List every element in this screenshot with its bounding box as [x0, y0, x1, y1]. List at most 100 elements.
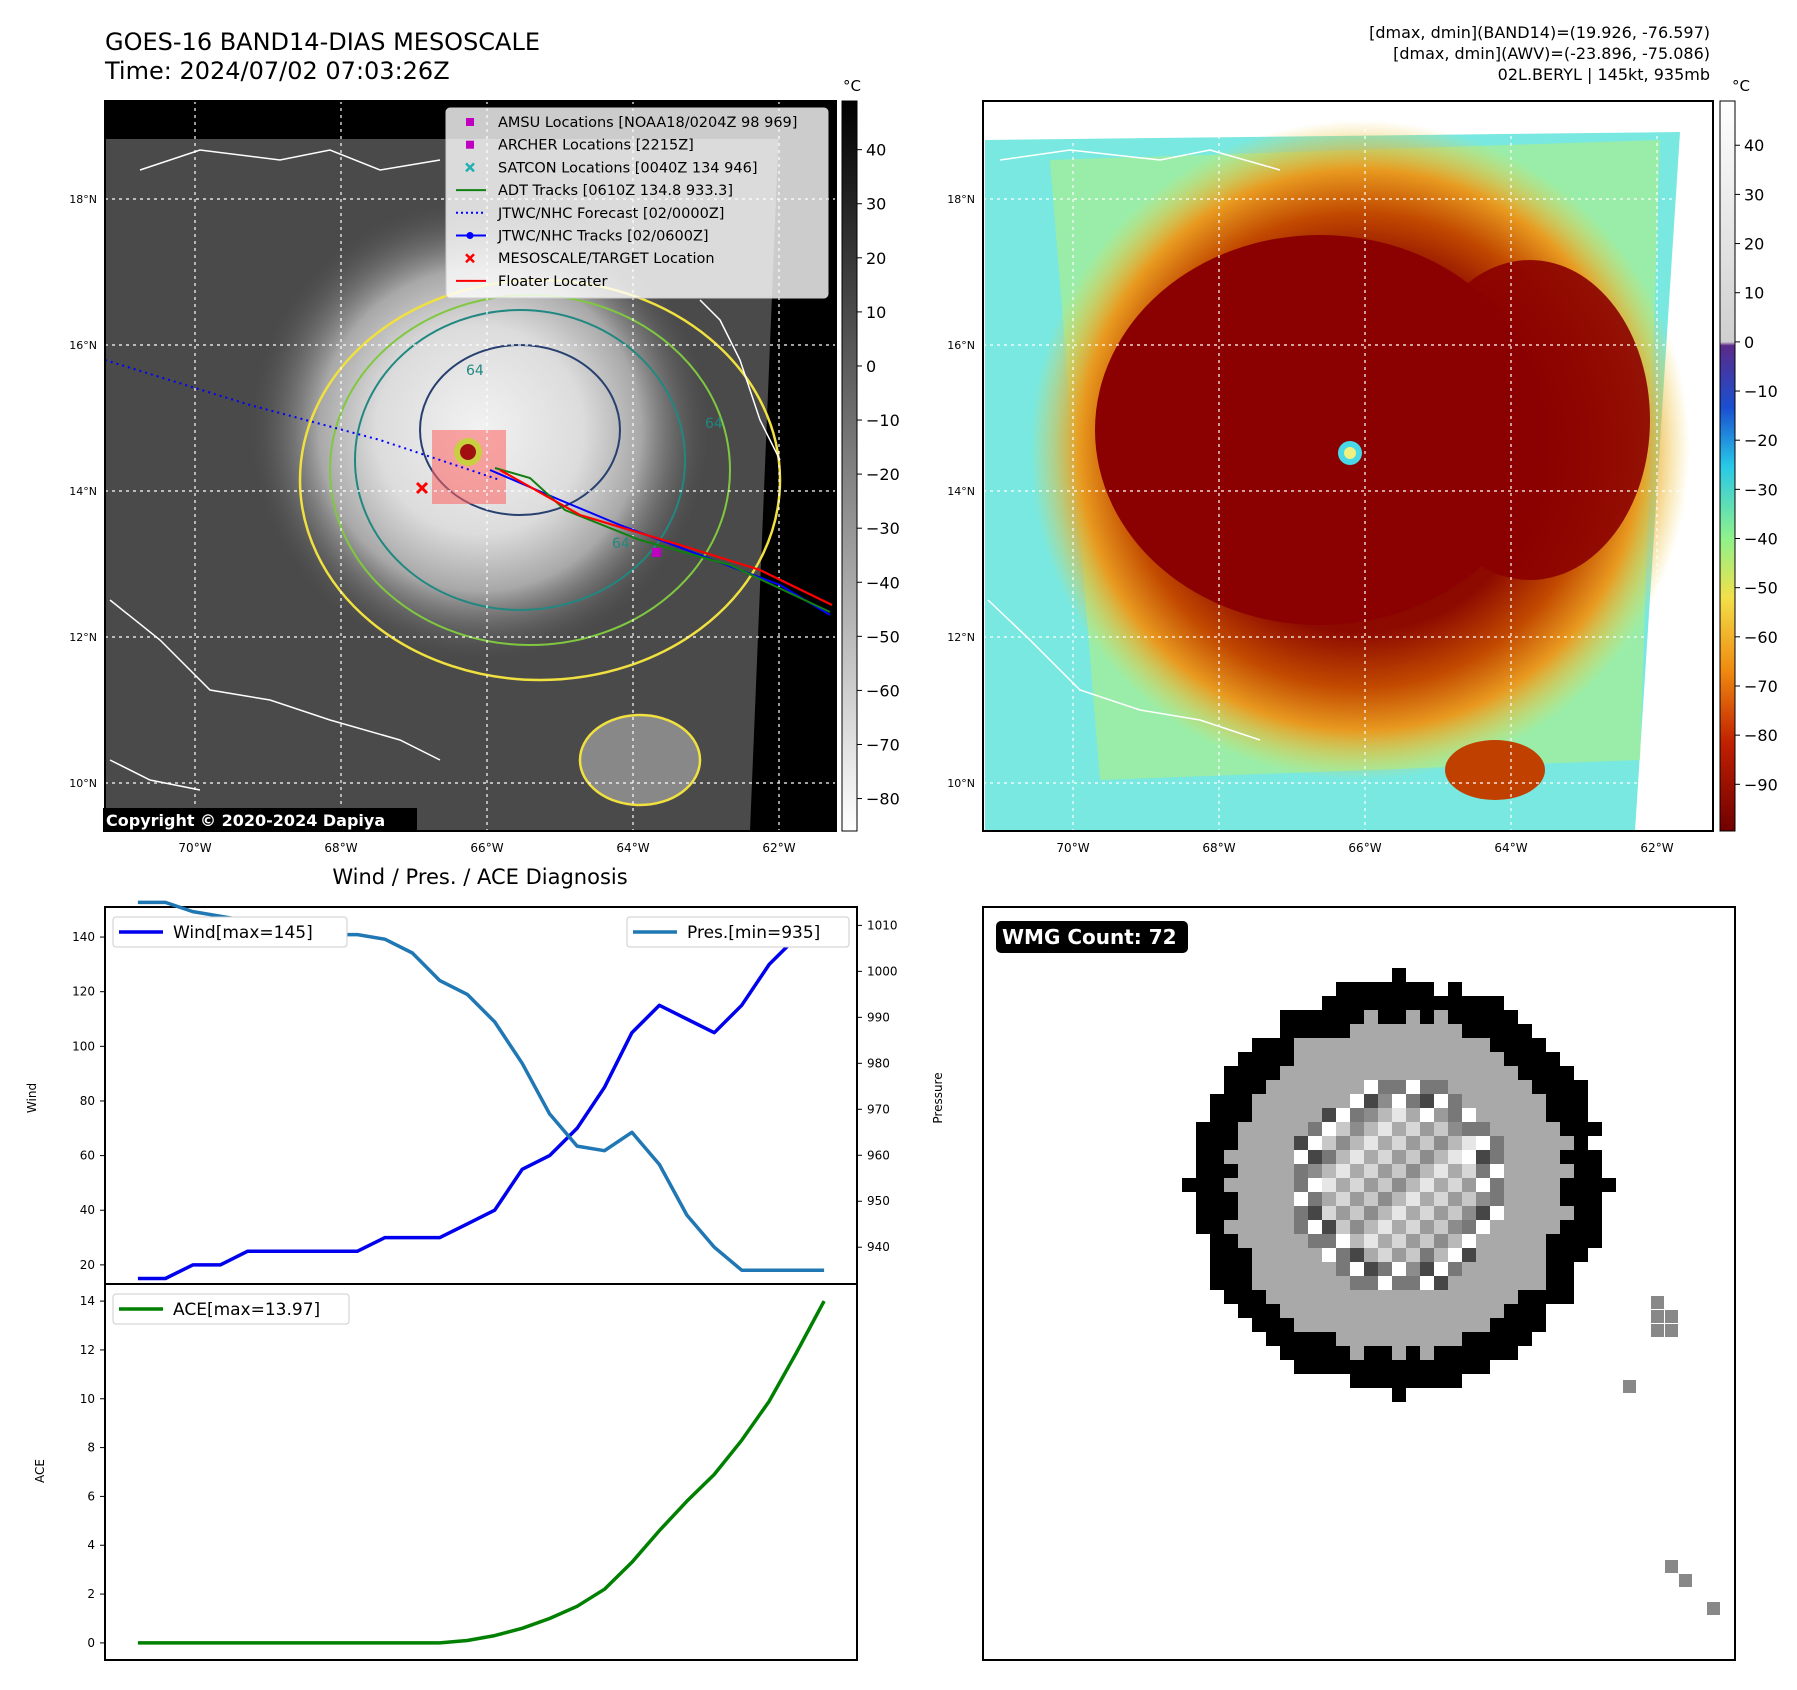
- wmg-pixel: [1378, 1220, 1392, 1234]
- wmg-pixel: [1392, 1136, 1406, 1150]
- wmg-pixel: [1196, 1220, 1210, 1234]
- wmg-pixel: [1476, 1024, 1490, 1038]
- wmg-count-label: WMG Count: 72: [1002, 925, 1177, 949]
- wmg-pixel: [1420, 982, 1434, 996]
- wmg-pixel: [1378, 1304, 1392, 1318]
- map1-tick-labels: 18°N 16°N 14°N 12°N 10°N 70°W 68°W 66°W 64°W 62°W: [69, 193, 795, 855]
- wmg-pixel: [1308, 1136, 1322, 1150]
- wmg-pixel: [1434, 1346, 1448, 1360]
- lat-tick-label: 14°N: [947, 485, 975, 498]
- wmg-pixel: [1476, 1290, 1490, 1304]
- wmg-pixel: [1546, 1262, 1560, 1276]
- wmg-pixel: [1560, 1122, 1574, 1136]
- wmg-pixel: [1504, 1108, 1518, 1122]
- wmg-pixel: [1364, 1150, 1378, 1164]
- colorbar-tick-label: 30: [866, 195, 886, 214]
- wmg-pixel: [1560, 1276, 1574, 1290]
- wmg-pixel: [1679, 1574, 1692, 1587]
- wmg-pixel: [1574, 1150, 1588, 1164]
- wmg-pixel: [1350, 1234, 1364, 1248]
- wmg-pixel: [1476, 1178, 1490, 1192]
- wmg-pixel: [1378, 1122, 1392, 1136]
- wmg-pixel: [1434, 1038, 1448, 1052]
- wmg-pixel: [1406, 1374, 1420, 1388]
- wmg-pixel: [1252, 1276, 1266, 1290]
- wmg-pixel: [1462, 1108, 1476, 1122]
- wmg-pixel: [1280, 1108, 1294, 1122]
- wmg-pixel: [1336, 1220, 1350, 1234]
- wmg-pixel: [1224, 1234, 1238, 1248]
- wmg-pixel: [1420, 996, 1434, 1010]
- wmg-pixel: [1308, 1360, 1322, 1374]
- wmg-pixel: [1224, 1080, 1238, 1094]
- wmg-pixel: [1252, 1178, 1266, 1192]
- wmg-pixel: [1665, 1324, 1678, 1337]
- wmg-pixel: [1364, 1318, 1378, 1332]
- y-tick-label: 8: [87, 1441, 95, 1455]
- wmg-pixel: [1406, 1038, 1420, 1052]
- wmg-pixel: [1490, 1318, 1504, 1332]
- colorbar-tick-label: −60: [1744, 628, 1778, 647]
- wmg-pixel: [1420, 1108, 1434, 1122]
- wmg-pixel: [1560, 1206, 1574, 1220]
- wmg-pixel: [1504, 1304, 1518, 1318]
- wmg-pixel: [1336, 1262, 1350, 1276]
- wmg-pixel: [1238, 1108, 1252, 1122]
- wmg-pixel: [1490, 1290, 1504, 1304]
- wind-axis-label: Wind: [25, 1083, 39, 1113]
- wmg-pixel: [1266, 1276, 1280, 1290]
- wmg-pixel: [1651, 1324, 1664, 1337]
- wmg-pixel: [1224, 1094, 1238, 1108]
- wmg-pixel: [1462, 1080, 1476, 1094]
- wmg-pixel: [1266, 1178, 1280, 1192]
- wmg-pixel: [1266, 1094, 1280, 1108]
- wmg-pixel: [1350, 1122, 1364, 1136]
- y-tick-label: 12: [80, 1343, 95, 1357]
- wmg-pixel: [1378, 1360, 1392, 1374]
- wmg-pixel: [1280, 1010, 1294, 1024]
- wmg-pixel: [1532, 1318, 1546, 1332]
- wmg-pixel: [1588, 1192, 1602, 1206]
- wmg-pixel: [1420, 1094, 1434, 1108]
- wmg-pixel: [1420, 1290, 1434, 1304]
- wmg-pixel: [1448, 1248, 1462, 1262]
- lon-tick-label: 62°W: [1640, 841, 1673, 855]
- wmg-pixel: [1588, 1150, 1602, 1164]
- wmg-pixel: [1336, 1248, 1350, 1262]
- wmg-pixel: [1504, 1150, 1518, 1164]
- wmg-pixel: [1406, 1052, 1420, 1066]
- wmg-pixel: [1224, 1192, 1238, 1206]
- wmg-pixel: [1350, 1024, 1364, 1038]
- wmg-pixel: [1406, 1178, 1420, 1192]
- wmg-pixel: [1252, 1318, 1266, 1332]
- wmg-pixel: [1378, 1150, 1392, 1164]
- wmg-pixel: [1462, 1164, 1476, 1178]
- wmg-pixel: [1378, 1234, 1392, 1248]
- wmg-pixel: [1210, 1094, 1224, 1108]
- wmg-pixel: [1420, 1332, 1434, 1346]
- wmg-pixel: [1462, 1346, 1476, 1360]
- legend-marker-x: [465, 162, 475, 173]
- wmg-pixel: [1420, 1276, 1434, 1290]
- wmg-pixel: [1420, 1164, 1434, 1178]
- wmg-pixel: [1196, 1150, 1210, 1164]
- amsu-location-marker: [652, 548, 661, 557]
- wmg-pixel: [1434, 1318, 1448, 1332]
- wmg-pixel: [1196, 1122, 1210, 1136]
- colorbar-tick-label: 10: [1744, 284, 1764, 303]
- wmg-pixel: [1280, 1052, 1294, 1066]
- wmg-pixel: [1280, 1094, 1294, 1108]
- wmg-pixel: [1336, 1178, 1350, 1192]
- wmg-pixel: [1350, 1164, 1364, 1178]
- wmg-pixel: [1322, 1248, 1336, 1262]
- wmg-pixel: [1210, 1122, 1224, 1136]
- wmg-pixel: [1266, 1136, 1280, 1150]
- wmg-pixel: [1238, 1262, 1252, 1276]
- wmg-pixel: [1350, 1360, 1364, 1374]
- wmg-pixel: [1322, 1332, 1336, 1346]
- wmg-pixel: [1420, 1304, 1434, 1318]
- wmg-pixel: [1448, 1276, 1462, 1290]
- wmg-pixel: [1406, 1290, 1420, 1304]
- wmg-pixel: [1462, 1150, 1476, 1164]
- wmg-pixel: [1476, 1122, 1490, 1136]
